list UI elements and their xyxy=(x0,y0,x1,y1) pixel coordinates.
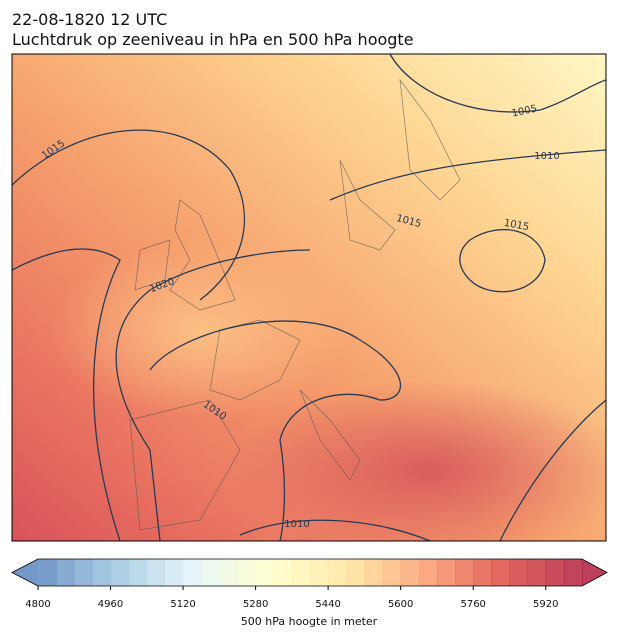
colorbar-segment xyxy=(219,559,238,586)
colorbar-tick-label: 5760 xyxy=(460,599,485,610)
isobar xyxy=(389,54,606,113)
height-field xyxy=(50,240,350,420)
colorbar-segment xyxy=(364,559,384,586)
colorbar-label: 500 hPa hoogte in meter xyxy=(241,615,378,628)
map xyxy=(12,54,606,541)
colorbar-segment xyxy=(146,559,166,586)
isobar xyxy=(499,399,606,541)
colorbar-segment xyxy=(491,559,510,586)
isobar-label: 1010 xyxy=(534,151,559,162)
colorbar-segment xyxy=(527,559,547,586)
colorbar-segment xyxy=(328,559,347,586)
colorbar-extend xyxy=(12,559,38,586)
height-field xyxy=(230,380,606,541)
date-title: 22-08-1820 12 UTC xyxy=(12,10,167,29)
colorbar-tick-label: 5120 xyxy=(170,599,195,610)
isobar-label: 1015 xyxy=(503,218,530,233)
colorbar-segment xyxy=(563,559,583,586)
colorbar-tick-label: 5600 xyxy=(388,599,413,610)
colorbar-segment xyxy=(56,559,75,586)
colorbar-segment xyxy=(455,559,474,586)
colorbar-tick-label: 5920 xyxy=(533,599,558,610)
colorbar-segment xyxy=(255,559,275,586)
colorbar-segment xyxy=(310,559,329,586)
colorbar-segment xyxy=(92,559,112,586)
isobar xyxy=(12,129,246,301)
colorbar-segment xyxy=(545,559,565,586)
isobar-label: 1010 xyxy=(284,519,309,530)
colorbar-tick-label: 5280 xyxy=(243,599,268,610)
colorbar: 4800 4960 5120 5280 5440 5600 5760 5920 xyxy=(11,558,608,610)
colorbar-segment xyxy=(201,559,220,586)
colorbar-segment xyxy=(400,559,420,586)
colorbar-extend xyxy=(582,559,607,586)
colorbar-segment xyxy=(237,559,257,586)
map-frame xyxy=(11,53,607,542)
colorbar-segment xyxy=(183,559,202,586)
colorbar-segment xyxy=(346,559,365,586)
isobar xyxy=(12,248,121,541)
coastline xyxy=(129,78,461,531)
isobar xyxy=(115,249,311,541)
colorbar-segment xyxy=(473,559,492,586)
colorbar-segment xyxy=(164,559,184,586)
colorbar-segment xyxy=(273,559,293,586)
colorbar-segment xyxy=(436,559,456,586)
isobar xyxy=(459,228,546,293)
colorbar-segment xyxy=(382,559,402,586)
colorbar-segment xyxy=(74,559,93,586)
colorbar-segment xyxy=(418,559,438,586)
colorbar-tick-label: 5440 xyxy=(315,599,340,610)
colorbar-segment xyxy=(509,559,529,586)
colorbar-tick-label: 4960 xyxy=(98,599,123,610)
map-title: Luchtdruk op zeeniveau in hPa en 500 hPa… xyxy=(12,30,414,49)
colorbar-tick-label: 4800 xyxy=(25,599,50,610)
isobar xyxy=(149,320,402,541)
isobar xyxy=(239,519,431,541)
isobar xyxy=(329,149,606,201)
colorbar-segment xyxy=(128,559,148,586)
isobar-label: 1005 xyxy=(511,104,538,120)
colorbar-segment xyxy=(38,559,57,586)
colorbar-segment xyxy=(110,559,130,586)
colorbar-segment xyxy=(291,559,311,586)
